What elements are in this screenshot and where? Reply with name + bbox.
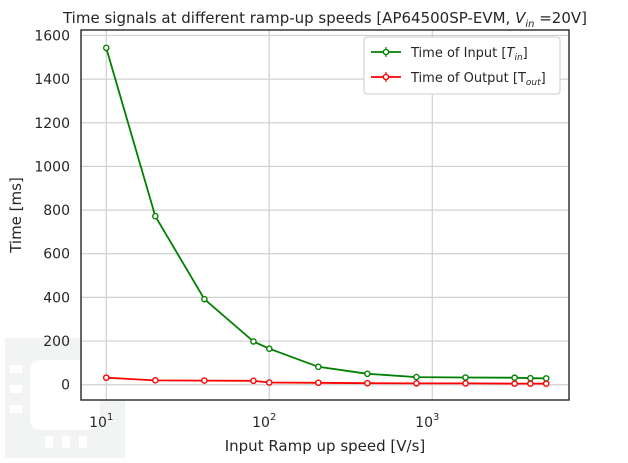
legend-label: Time of Input [Tin] [410,46,528,63]
series-time-of-input [102,44,550,382]
x-tick-label: 101 [89,412,113,431]
data-point [364,379,371,387]
y-tick-label: 1400 [34,72,70,88]
legend-marker [382,48,390,56]
y-tick-label: 600 [43,247,70,263]
y-tick-label: 1000 [34,159,70,175]
data-point [511,374,518,382]
legend-item: Time of Output [Tout] [371,71,546,88]
data-point [250,338,257,345]
data-point [315,363,322,371]
data-point [542,380,550,387]
data-point [413,380,420,387]
chart-title: Time signals at different ramp-up speeds… [62,9,587,30]
y-tick-label: 800 [43,203,70,219]
y-tick-label: 1200 [34,116,70,132]
legend-item: Time of Input [Tin] [371,46,528,63]
data-point [462,374,469,381]
x-axis: 101 102 103 [89,412,439,431]
x-tick-label: 103 [415,412,439,431]
legend-marker [382,73,390,81]
y-axis: 0 200 400 600 800 1000 1200 1400 1600 [34,28,70,393]
data-point [511,380,518,387]
data-point [364,370,371,378]
y-tick-label: 1600 [34,28,70,44]
data-point [201,295,208,303]
y-tick-label: 200 [43,334,70,350]
data-point [102,374,110,382]
data-point [102,44,110,52]
series-layer [102,44,550,387]
data-point [413,373,420,381]
series-time-of-output [102,374,550,387]
x-axis-label: Input Ramp up speed [V/s] [225,437,426,455]
data-point [527,374,534,382]
data-point [201,377,208,384]
y-tick-label: 400 [43,290,70,306]
y-tick-label: 0 [61,378,70,394]
y-axis-label: Time [ms] [7,177,25,254]
legend-frame [363,36,561,95]
plot-frame [80,29,570,401]
data-point [527,380,534,387]
data-point [152,377,159,384]
data-point [315,379,322,387]
x-tick-label: 102 [252,412,276,431]
data-point [542,375,550,382]
data-point [152,212,159,220]
legend-label: Time of Output [Tout] [410,71,546,88]
legend: Time of Input [Tin] Time of Output [Tout] [363,36,561,95]
data-point [265,379,273,386]
data-point [265,345,273,353]
data-point [462,380,469,387]
data-point [250,377,257,385]
